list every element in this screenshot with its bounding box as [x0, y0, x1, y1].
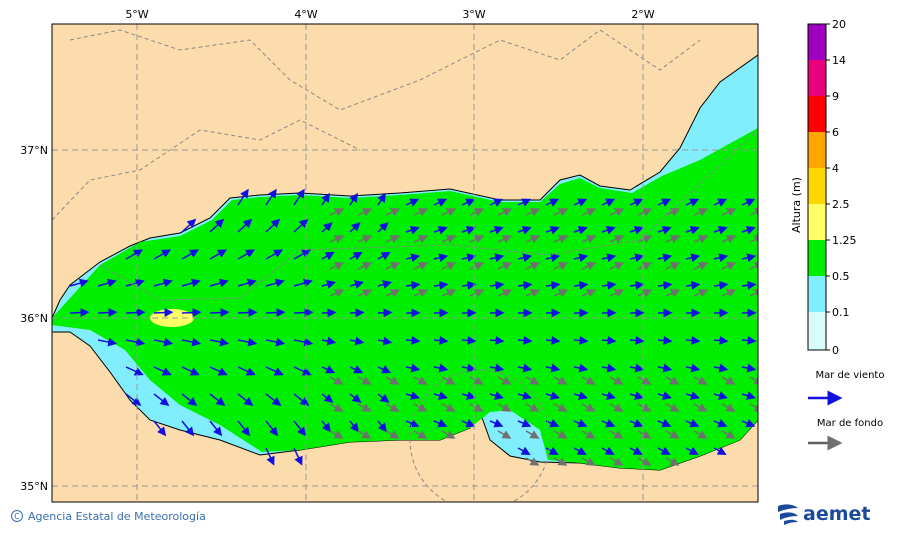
wind-arrow [238, 312, 256, 313]
wind-arrow [266, 312, 284, 313]
logo-icon [778, 504, 798, 525]
colorbar-label: 4 [832, 162, 839, 175]
lon-label: 2°W [631, 8, 654, 21]
wind-arrow [378, 312, 391, 313]
colorbar: Altura (m) 20 14 9 6 4 2.5 1.25 0.5 0.1 0 [790, 18, 857, 357]
color-swatch [808, 204, 826, 240]
color-swatch [808, 96, 826, 132]
color-swatch [808, 132, 826, 168]
color-swatch [808, 276, 826, 312]
legend-label: Mar de fondo [817, 418, 883, 429]
colorbar-label: 14 [832, 54, 846, 67]
wind-arrow [70, 312, 88, 313]
color-swatch [808, 312, 826, 350]
colorbar-title: Altura (m) [790, 177, 803, 233]
color-swatch [808, 240, 826, 276]
colorbar-label: 6 [832, 126, 839, 139]
color-swatch [808, 60, 826, 96]
colorbar-label: 1.25 [832, 234, 857, 247]
wind-arrow [98, 312, 116, 313]
wind-arrow [294, 312, 312, 313]
colorbar-label: 2.5 [832, 198, 850, 211]
lat-label: 35°N [20, 480, 48, 493]
color-swatch [808, 168, 826, 204]
lon-label: 5°W [125, 8, 148, 21]
wind-arrow [210, 312, 228, 313]
map [52, 24, 763, 510]
wind-arrow [154, 312, 172, 313]
colorbar-label: 9 [832, 90, 839, 103]
copyright-symbol: C [14, 512, 20, 521]
logo-mark [778, 504, 798, 525]
lon-label: 4°W [294, 8, 317, 21]
wind-arrow [182, 312, 200, 313]
wind-arrow [126, 312, 144, 313]
lon-label: 3°W [462, 8, 485, 21]
lat-label: 36°N [20, 312, 48, 325]
colorbar-label: 0.5 [832, 270, 850, 283]
logo-text: aemet [803, 503, 870, 525]
credit: Agencia Estatal de Meteorología [28, 510, 206, 523]
colorbar-label: 20 [832, 18, 846, 31]
color-swatch [808, 24, 826, 60]
wind-arrow [350, 312, 363, 313]
colorbar-label: 0 [832, 344, 839, 357]
colorbar-label: 0.1 [832, 306, 850, 319]
legend-label: Mar de viento [816, 370, 885, 381]
wind-arrow [322, 312, 335, 313]
lat-label: 37°N [20, 144, 48, 157]
